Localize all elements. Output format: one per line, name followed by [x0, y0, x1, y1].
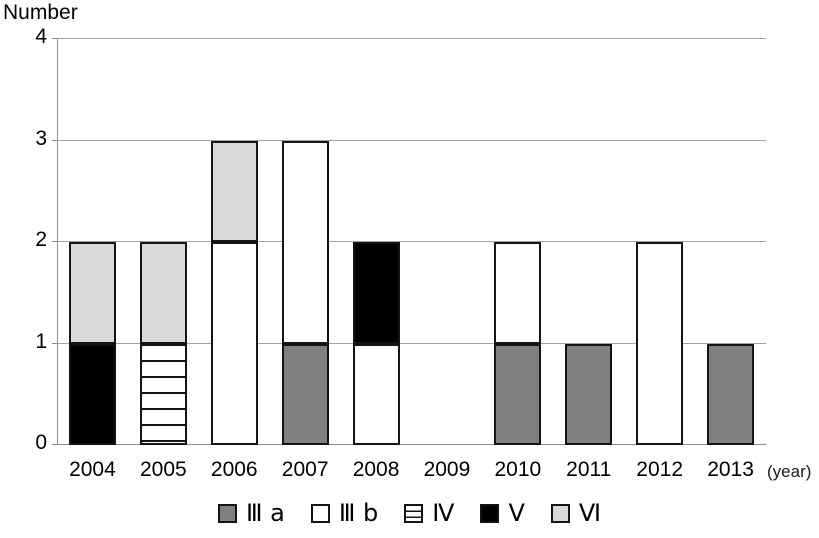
legend-swatch-IIIa [217, 503, 237, 523]
legend-swatch-VI [550, 503, 570, 523]
bar-segment-2005-IV [139, 343, 187, 445]
x-tick-label-2011: 2011 [566, 458, 612, 481]
gridline-y4 [57, 38, 766, 39]
legend: Ⅲ a Ⅲ b Ⅳ Ⅴ Ⅵ [0, 501, 819, 525]
x-tick-label-2004: 2004 [69, 458, 116, 481]
x-tick-label-2005: 2005 [139, 458, 187, 481]
gridline-y3 [57, 139, 766, 141]
y-axis-tick [52, 241, 57, 242]
bar-segment-2006-IIIb [210, 242, 258, 445]
x-tick-label-2009: 2009 [423, 458, 471, 481]
legend-swatch-IV [404, 503, 424, 523]
y-axis-tick [52, 342, 57, 344]
bar-segment-2013-IIIa [707, 343, 755, 445]
y-axis-title: Number [3, 1, 78, 24]
bar-segment-2010-IIIb [494, 242, 542, 344]
x-axis-line [57, 444, 766, 445]
gridline-y2 [57, 241, 766, 242]
gridline-y1 [57, 342, 766, 344]
x-tick-label-2008: 2008 [352, 458, 400, 481]
x-tick-label-2010: 2010 [494, 458, 542, 481]
bar-segment-2007-IIIb [281, 140, 329, 344]
legend-item-V: Ⅴ [480, 499, 525, 527]
bar-segment-2012-IIIb [636, 242, 684, 445]
legend-swatch-V [480, 503, 500, 523]
legend-item-IIIa: Ⅲ a [217, 499, 285, 527]
legend-item-VI: Ⅵ [550, 499, 602, 527]
x-tick-label-2007: 2007 [281, 458, 329, 481]
plot-area [52, 38, 766, 445]
legend-label-IIIa: Ⅲ a [245, 499, 285, 527]
legend-label-VI: Ⅵ [578, 499, 602, 527]
bar-segment-2011-IIIa [565, 343, 613, 445]
y-axis-tick [52, 38, 57, 39]
y-axis-tick [52, 444, 57, 445]
legend-label-IV: Ⅳ [432, 499, 455, 527]
x-axis-unit-label: (year) [767, 462, 812, 481]
bar-segment-2008-V [352, 242, 400, 344]
y-tick-label-0: 0 [35, 431, 47, 454]
y-axis-tick [52, 139, 57, 141]
y-tick-label-1: 1 [35, 329, 47, 353]
bar-segment-2005-VI [139, 242, 187, 344]
legend-item-IV: Ⅳ [404, 501, 454, 525]
bar-segment-2008-IIIb [352, 343, 400, 445]
x-tick-label-2012: 2012 [636, 458, 683, 481]
bar-segment-2004-VI [68, 242, 116, 344]
y-tick-label-3: 3 [35, 126, 47, 150]
bar-segment-2010-IIIa [494, 343, 542, 445]
legend-label-V: Ⅴ [508, 499, 525, 527]
bar-segment-2004-V [68, 343, 116, 445]
legend-item-IIIb: Ⅲ b [310, 499, 379, 527]
bar-segment-2006-VI [210, 140, 258, 242]
legend-label-IIIb: Ⅲ b [338, 499, 379, 527]
bar-segment-2007-IIIa [281, 343, 329, 445]
x-tick-label-2006: 2006 [210, 458, 258, 481]
y-tick-label-2: 2 [35, 228, 47, 251]
y-tick-label-4: 4 [35, 25, 47, 48]
x-tick-label-2013: 2013 [707, 458, 754, 481]
legend-swatch-IIIb [310, 503, 330, 523]
